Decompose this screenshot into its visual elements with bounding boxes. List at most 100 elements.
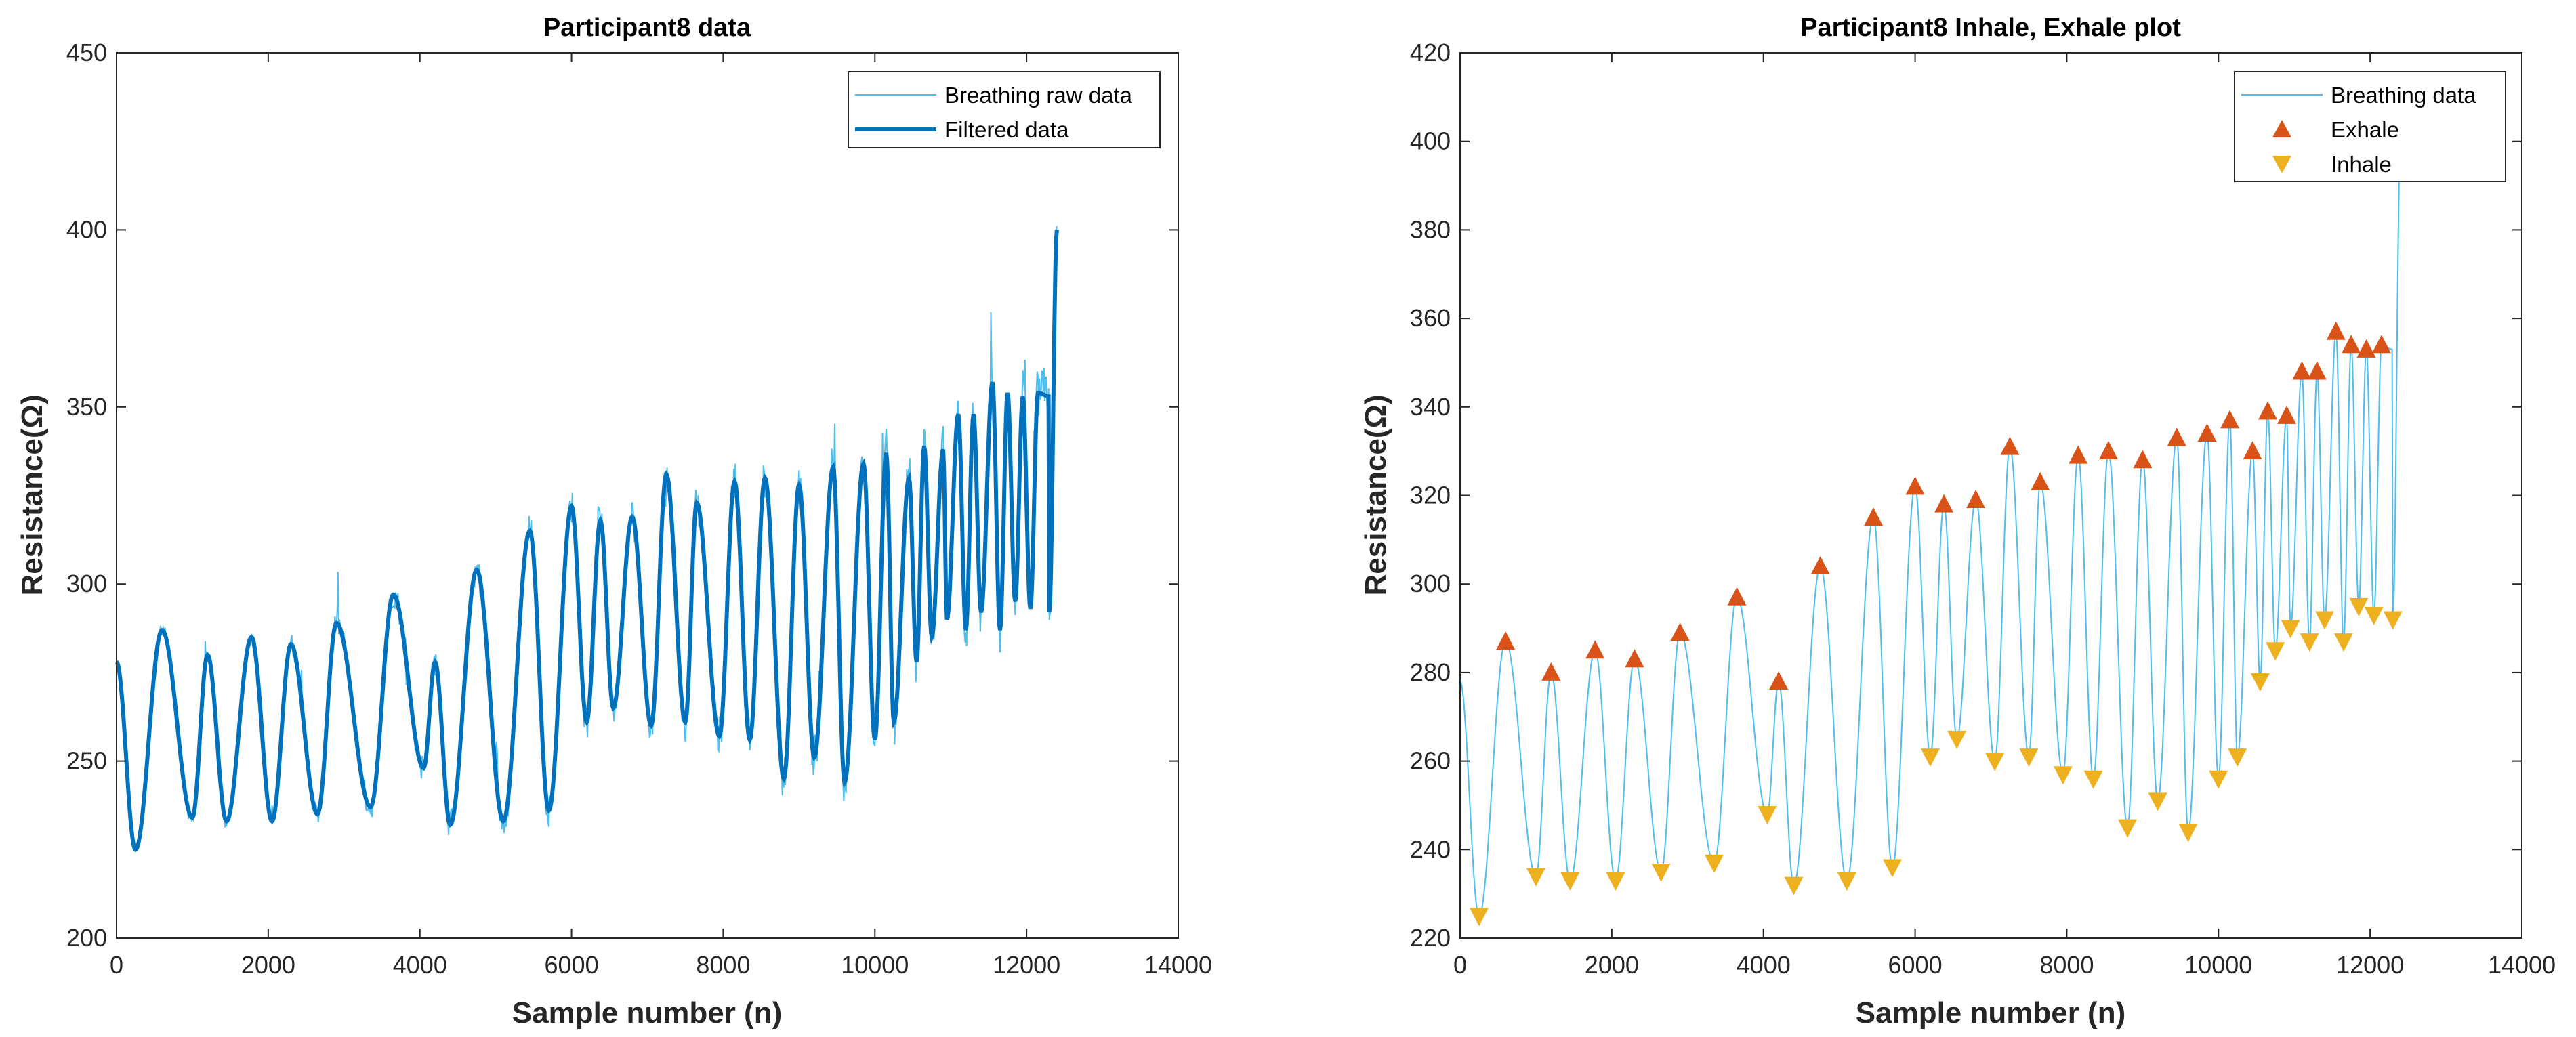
exhale-marker xyxy=(1810,556,1830,575)
left-ytick-label: 350 xyxy=(66,393,107,421)
inhale-marker xyxy=(2281,620,2300,639)
exhale-marker xyxy=(2258,401,2278,420)
exhale-marker xyxy=(2356,339,2376,358)
right-ytick-label: 260 xyxy=(1410,747,1451,775)
right-xtick-label: 2000 xyxy=(1585,951,1639,979)
inhale-marker xyxy=(2300,633,2319,652)
inhale-marker xyxy=(2383,611,2403,630)
exhale-marker xyxy=(1625,649,1644,668)
exhale-marker xyxy=(2133,450,2153,469)
exhale-marker xyxy=(1934,494,1954,513)
exhale-marker xyxy=(2277,405,2297,424)
inhale-marker xyxy=(2209,770,2228,789)
right-ytick-label: 360 xyxy=(1410,304,1451,332)
exhale-marker xyxy=(2243,441,2262,460)
inhale-marker xyxy=(2019,748,2039,767)
left-ytick-label: 250 xyxy=(66,747,107,775)
left-ytick-label: 300 xyxy=(66,570,107,597)
inhale-marker xyxy=(1920,748,1940,767)
ticks-left: 0 2000 4000 6000 8000 10000 12000 14000 200 250 30… xyxy=(66,39,1212,979)
inhale-marker xyxy=(2083,770,2103,789)
exhale-marker xyxy=(1966,490,1986,509)
left-xtick-label: 2000 xyxy=(241,951,295,979)
right-ytick-label: 420 xyxy=(1410,39,1451,66)
inhale-marker xyxy=(2349,597,2369,616)
exhale-marker xyxy=(2307,361,2327,380)
legend-swatch-exhale xyxy=(2272,120,2291,137)
plot-area-right xyxy=(1460,53,2522,938)
right-xtick-label: 6000 xyxy=(1888,951,1943,979)
exhale-marker xyxy=(1905,476,1925,495)
legend-label-raw: Breathing raw data xyxy=(944,83,1133,108)
right-ytick-label: 220 xyxy=(1410,924,1451,952)
inhale-marker xyxy=(1560,872,1580,891)
inhale-marker xyxy=(1469,908,1489,927)
right-ytick-label: 320 xyxy=(1410,482,1451,509)
right-xtick-label: 14000 xyxy=(2488,951,2556,979)
inhale-marker xyxy=(2117,819,2137,838)
inhale-marker xyxy=(2148,792,2167,811)
left-xtick-label: 0 xyxy=(110,951,123,979)
left-xtick-label: 10000 xyxy=(841,951,909,979)
axes-box-left xyxy=(116,52,1179,939)
inhale-marker xyxy=(2333,633,2353,652)
inhale-marker xyxy=(1985,753,2005,771)
series-group-right xyxy=(1460,141,2403,927)
exhale-marker xyxy=(2220,410,2240,429)
legend-right: Breathing data Exhale Inhale xyxy=(2234,71,2506,182)
right-ytick-label: 280 xyxy=(1410,658,1451,686)
y-axis-label-right: Resistance(Ω) xyxy=(1359,395,1392,596)
inhale-marker xyxy=(2314,611,2334,630)
inhale-marker xyxy=(1704,854,1724,873)
inhale-marker xyxy=(2178,824,2198,843)
inhale-marker xyxy=(2364,606,2384,625)
inhale-marker xyxy=(1606,872,1625,891)
x-axis-label-right: Sample number (n) xyxy=(1856,996,2126,1030)
series-line-filtered xyxy=(115,230,1059,853)
inhale-marker xyxy=(1526,868,1545,887)
legend-left: Breathing raw data Filtered data xyxy=(848,71,1161,148)
right-xtick-label: 8000 xyxy=(2039,951,2094,979)
inhale-marker xyxy=(1947,730,1967,749)
exhale-marker xyxy=(1769,671,1789,690)
ticks-right: 0 2000 4000 6000 8000 10000 12000 14000 220 240 26… xyxy=(1410,39,2556,979)
exhale-marker xyxy=(2069,445,2088,464)
right-xtick-label: 4000 xyxy=(1737,951,1791,979)
inhale-marker xyxy=(2228,748,2247,767)
left-xtick-label: 8000 xyxy=(696,951,750,979)
exhale-marker xyxy=(2167,427,2186,446)
legend-box-left xyxy=(848,71,1161,148)
exhale-marker xyxy=(1541,662,1561,681)
x-axis-label-left: Sample number (n) xyxy=(512,996,783,1030)
left-ytick-label: 450 xyxy=(66,39,107,66)
y-axis-label-left: Resistance(Ω) xyxy=(16,395,49,596)
legend-swatch-inhale xyxy=(2272,156,2291,173)
right-ytick-label: 400 xyxy=(1410,127,1451,155)
inhale-marker xyxy=(1651,863,1671,882)
series-group-left xyxy=(115,226,1059,853)
left-ytick-label: 200 xyxy=(66,924,107,952)
exhale-marker xyxy=(1864,507,1884,526)
exhale-marker xyxy=(2371,335,2391,354)
left-xtick-label: 6000 xyxy=(545,951,599,979)
exhale-marker xyxy=(1727,587,1747,606)
exhale-marker xyxy=(2326,321,2346,340)
inhale-marker xyxy=(2266,642,2285,661)
legend-label-filtered: Filtered data xyxy=(944,117,1069,142)
left-ytick-label: 400 xyxy=(66,215,107,243)
right-ytick-label: 300 xyxy=(1410,570,1451,597)
plot-area-left xyxy=(117,53,1178,938)
axes-box-right xyxy=(1459,52,2522,939)
chart-title-right: Participant8 Inhale, Exhale plot xyxy=(1800,14,2181,42)
chart-right: Participant8 Inhale, Exhale plot Sample … xyxy=(1359,14,2556,1030)
inhale-marker xyxy=(1784,876,1804,895)
exhale-marker xyxy=(2000,436,2020,455)
exhale-marker xyxy=(2342,335,2361,354)
exhale-marker xyxy=(1585,640,1605,659)
exhale-marker xyxy=(1670,622,1690,641)
exhale-marker xyxy=(2197,423,2217,442)
left-xtick-label: 14000 xyxy=(1144,951,1212,979)
inhale-marker xyxy=(2053,766,2073,785)
inhale-marker xyxy=(1882,859,1902,878)
